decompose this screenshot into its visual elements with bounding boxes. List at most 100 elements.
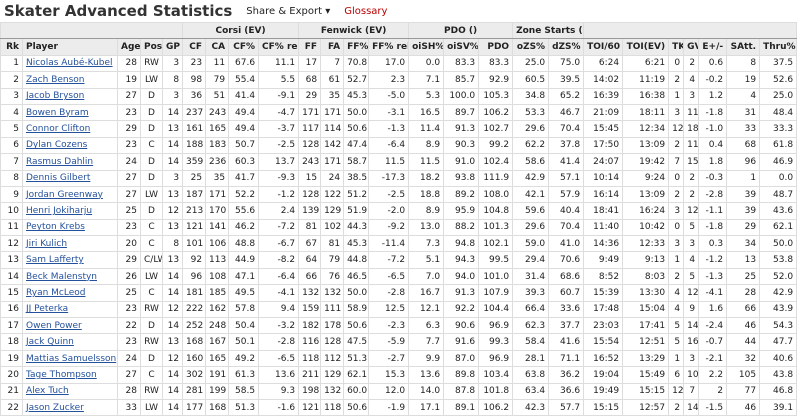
cell: 13: [0, 251, 23, 269]
player-link[interactable]: Dennis Gilbert: [26, 173, 91, 184]
cell: 18: [683, 120, 700, 138]
cell: 5.3: [408, 87, 445, 105]
player-link[interactable]: Connor Clifton: [26, 124, 91, 135]
player-link[interactable]: Jason Zucker: [26, 402, 84, 413]
cell: 23: [117, 136, 141, 155]
column-header[interactable]: Rk: [0, 38, 23, 56]
cell: 14: [161, 103, 184, 122]
cell: 3: [161, 87, 184, 105]
column-header[interactable]: E+/-: [698, 38, 728, 56]
cell: -6.4: [368, 136, 410, 155]
column-header[interactable]: FF: [298, 38, 322, 56]
player-link[interactable]: Owen Power: [26, 320, 82, 331]
column-header[interactable]: GV: [683, 38, 700, 56]
cell: 107.9: [478, 284, 514, 302]
cell: 36.2: [548, 366, 585, 384]
cell: 14.0: [408, 382, 445, 400]
cell: 0: [668, 54, 685, 73]
cell: 48.4: [759, 103, 798, 122]
cell: 66.4: [512, 300, 550, 319]
cell: 1: [668, 349, 685, 368]
column-header[interactable]: TOI(EV): [622, 38, 670, 56]
player-link[interactable]: Dylan Cozens: [26, 140, 88, 151]
cell: 35: [205, 169, 230, 187]
cell: 60.3: [228, 153, 260, 171]
column-header[interactable]: GP: [161, 38, 184, 56]
player-link[interactable]: Rasmus Dahlin: [26, 156, 94, 167]
column-header[interactable]: Player: [22, 38, 118, 56]
cell: D: [140, 317, 163, 335]
column-header[interactable]: FF%: [343, 38, 370, 56]
cell: 39: [726, 202, 761, 220]
cell: 167: [205, 333, 230, 351]
column-header[interactable]: CF: [182, 38, 207, 56]
player-link[interactable]: Sam Lafferty: [26, 255, 84, 266]
cell: 50.0: [343, 103, 370, 122]
column-header[interactable]: CF% rel: [258, 38, 300, 56]
column-header[interactable]: oZS%: [512, 38, 550, 56]
cell: D: [140, 153, 163, 171]
cell: 41.4: [228, 87, 260, 105]
cell: 3: [668, 235, 685, 253]
player-link[interactable]: Jordan Greenway: [26, 189, 103, 200]
player-link[interactable]: JJ Peterka: [26, 304, 69, 315]
cell: C: [140, 235, 163, 253]
player-link[interactable]: Henri Jokiharju: [26, 205, 93, 216]
column-header[interactable]: oiSH%: [408, 38, 445, 56]
player-link[interactable]: Tage Thompson: [26, 369, 97, 380]
column-header[interactable]: Pos: [140, 38, 163, 56]
glossary[interactable]: Glossary: [344, 5, 388, 17]
cell: 48.8: [228, 235, 260, 253]
column-header[interactable]: CF%: [228, 38, 260, 56]
player-link[interactable]: Bowen Byram: [26, 107, 89, 118]
player-link[interactable]: Mattias Samuelsson: [26, 353, 117, 364]
cell: 58.9: [343, 300, 370, 319]
player-link[interactable]: Alex Tuch: [26, 386, 69, 397]
cell: 29.6: [512, 218, 550, 237]
cell: -2.7: [368, 349, 410, 368]
player-link[interactable]: Zach Benson: [26, 74, 85, 85]
cell: 141: [205, 218, 230, 237]
player-link[interactable]: Ryan McLeod: [26, 287, 86, 298]
player-link[interactable]: Beck Malenstyn: [26, 271, 98, 282]
cell: 168: [182, 333, 207, 351]
group-header: Corsi (EV): [182, 21, 300, 40]
column-header[interactable]: Age: [117, 38, 141, 56]
player-link[interactable]: Jack Quinn: [26, 337, 74, 348]
cell: 2: [668, 136, 685, 155]
cell: 11.4: [408, 120, 445, 138]
player-link[interactable]: Peyton Krebs: [26, 222, 85, 233]
cell: 40.4: [548, 202, 585, 220]
cell: 33: [726, 120, 761, 138]
column-header[interactable]: CA: [205, 38, 230, 56]
cell: 165: [205, 349, 230, 368]
column-header[interactable]: PDO: [478, 38, 514, 56]
column-header[interactable]: Thru%: [759, 38, 798, 56]
cell: 23: [117, 300, 141, 319]
player-link[interactable]: Jiri Kulich: [26, 238, 68, 249]
cell: 15: [683, 153, 700, 171]
column-header[interactable]: TOI/60: [583, 38, 624, 56]
table-row: 1 Nicolas Aubé-Kubel 28 RW 3 23 11 67.6 11.1 17 7 7…: [0, 54, 798, 73]
cell: 23:03: [583, 317, 624, 335]
cell: 12: [683, 284, 700, 302]
cell: 19:49: [583, 382, 624, 400]
cell: 132: [320, 284, 345, 302]
player-link[interactable]: Jacob Bryson: [26, 91, 85, 102]
cell: 5: [668, 317, 685, 335]
cell: 112: [320, 349, 345, 368]
column-header[interactable]: FF% rel: [368, 38, 410, 56]
share-export[interactable]: Share & Export ▾: [246, 5, 331, 17]
cell: RW: [140, 54, 163, 73]
player-link[interactable]: Nicolas Aubé-Kubel: [26, 58, 113, 69]
column-header[interactable]: oiSV%: [443, 38, 480, 56]
cell: 50.6: [343, 398, 370, 416]
cell: 99.3: [478, 333, 514, 351]
column-header[interactable]: dZS%: [548, 38, 585, 56]
column-header[interactable]: FA: [320, 38, 345, 56]
cell: 96: [726, 153, 761, 171]
cell: 19: [117, 71, 141, 89]
column-header[interactable]: TK: [668, 38, 685, 56]
cell: 12: [668, 120, 685, 138]
column-header[interactable]: SAtt.: [726, 38, 761, 56]
